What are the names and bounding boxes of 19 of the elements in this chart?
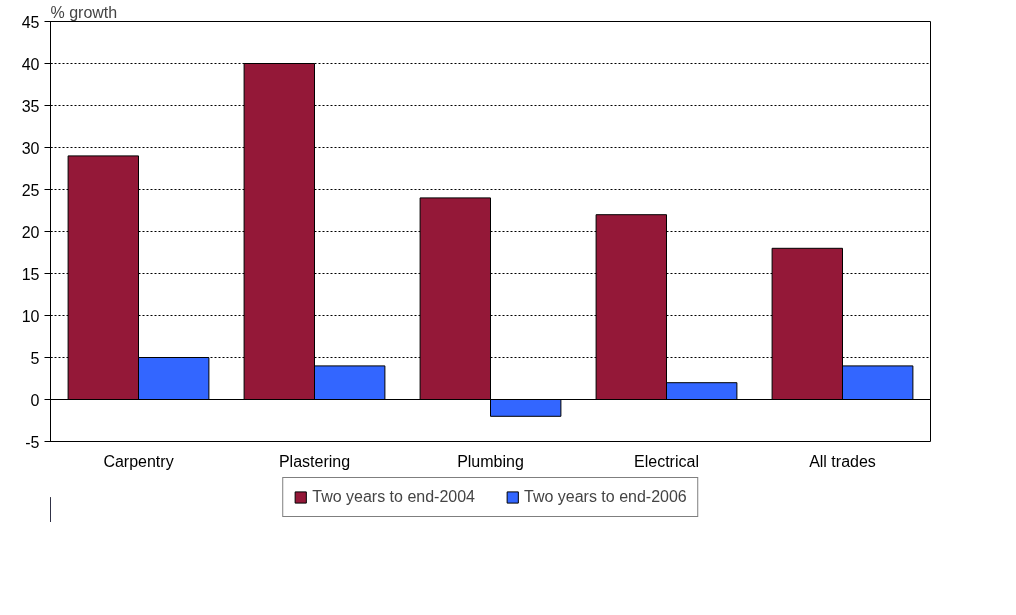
y-tick-label: 15 (21, 265, 40, 283)
y-tick-label: 30 (21, 139, 40, 157)
y-tick-label: -5 (25, 433, 40, 451)
x-tick-label: Electrical (634, 452, 699, 470)
y-tick-label: 10 (21, 307, 40, 325)
x-tick-label: Carpentry (103, 452, 174, 470)
y-tick-label: 5 (30, 349, 40, 367)
legend-label: Two years to end-2004 (312, 488, 475, 506)
x-tick-label: Plumbing (457, 452, 524, 470)
x-tick-label: Plastering (278, 452, 351, 470)
legend-label: Two years to end-2006 (524, 488, 687, 506)
y-tick-label: 35 (21, 97, 40, 115)
y-tick-label: 25 (21, 181, 40, 199)
y-tick-label: 20 (21, 223, 40, 241)
y-tick-label: 0 (30, 391, 40, 409)
x-tick-label: All trades (809, 452, 876, 470)
y-axis-title: % growth (50, 3, 118, 21)
y-tick-label: 45 (21, 13, 40, 31)
y-tick-label: 40 (21, 55, 40, 73)
